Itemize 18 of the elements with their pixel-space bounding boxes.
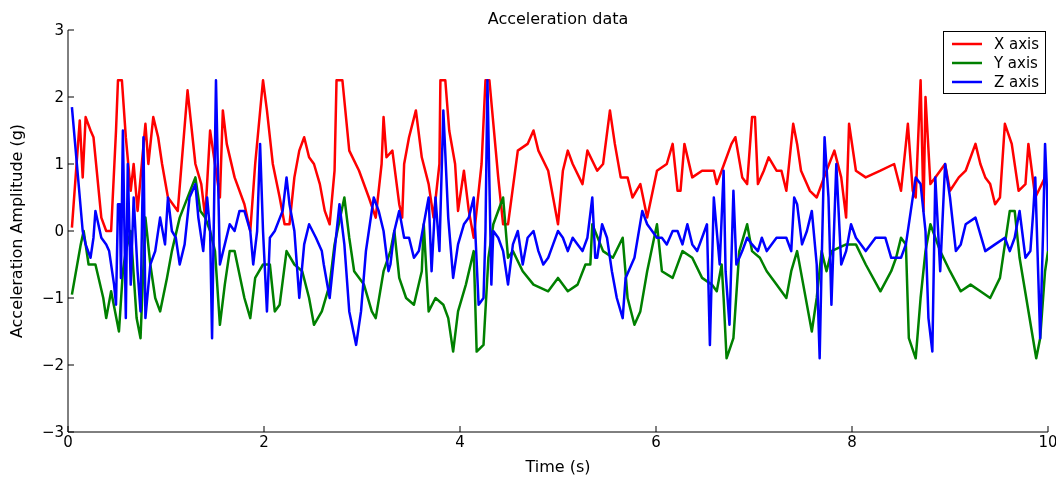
legend-label: X axis bbox=[993, 34, 1039, 53]
chart-title: Acceleration data bbox=[487, 9, 629, 28]
legend-label: Z axis bbox=[993, 72, 1039, 91]
x-tick-label: 10 bbox=[1038, 432, 1058, 451]
x-tick-label: 2 bbox=[259, 432, 269, 451]
y-tick-label: 1 bbox=[54, 155, 64, 174]
x-axis-title: Time (s) bbox=[524, 457, 591, 476]
legend-label: Y axis bbox=[993, 53, 1038, 72]
y-tick-label: −3 bbox=[41, 423, 64, 442]
x-tick-label: 4 bbox=[455, 432, 465, 451]
y-tick-label: 0 bbox=[54, 222, 64, 241]
x-tick-label: 8 bbox=[847, 432, 857, 451]
y-tick-label: 2 bbox=[54, 88, 64, 107]
y-axis-title: Acceleration Amplitude (g) bbox=[6, 123, 26, 339]
y-tick-label: 3 bbox=[54, 21, 64, 40]
y-tick-label: −1 bbox=[41, 289, 64, 308]
x-tick-label: 6 bbox=[651, 432, 661, 451]
y-tick-label: −2 bbox=[41, 356, 64, 375]
